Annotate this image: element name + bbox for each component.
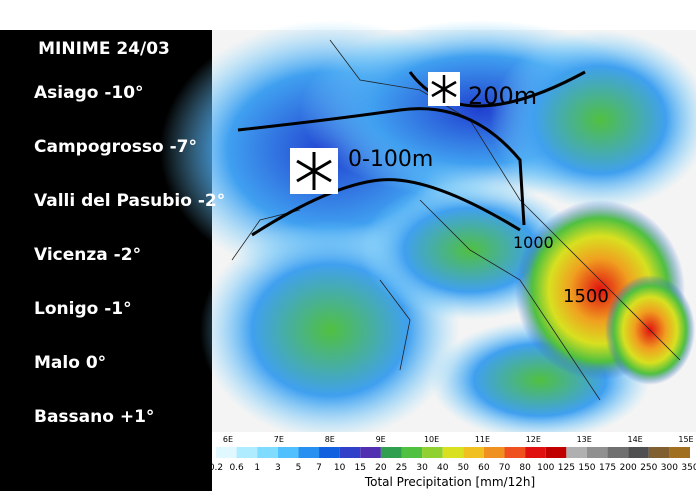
map-annotation: 1000: [513, 233, 554, 252]
map-annotation: 200m: [468, 82, 537, 110]
colorbar-label: 60: [478, 463, 490, 473]
colorbar-segment: [216, 447, 237, 458]
colorbar-label: 200: [620, 463, 637, 473]
colorbar-label: 125: [558, 463, 575, 473]
colorbar-label: 250: [640, 463, 657, 473]
colorbar-label: 70: [499, 463, 511, 473]
colorbar-label: 3: [275, 463, 281, 473]
colorbar-label: 175: [599, 463, 616, 473]
map: [160, 20, 696, 440]
colorbar-segment: [360, 447, 381, 458]
longitude-label: 9E: [376, 435, 386, 444]
longitude-label: 11E: [475, 435, 490, 444]
colorbar-label: 350: [681, 463, 696, 473]
colorbar-segment: [401, 447, 423, 458]
colorbar-segment: [422, 447, 443, 458]
snow-line: [237, 107, 526, 226]
colorbar-segment: [628, 447, 649, 458]
colorbar-segment: [586, 447, 608, 458]
longitude-label: 7E: [274, 435, 284, 444]
colorbar-segment: [236, 447, 258, 458]
colorbar-segment: [545, 447, 567, 458]
longitude-label: 12E: [526, 435, 541, 444]
colorbar-label: 100: [537, 463, 554, 473]
station-temp: Malo 0°: [34, 353, 106, 373]
colorbar-segment: [566, 447, 587, 458]
coastline: [231, 39, 681, 401]
colorbar-label: 1: [254, 463, 260, 473]
longitude-label: 13E: [577, 435, 592, 444]
colorbar-segment: [483, 447, 505, 458]
colorbar-label: 0.2: [209, 463, 223, 473]
map-annotation: 0-100m: [348, 147, 433, 172]
colorbar-label: 80: [519, 463, 531, 473]
station-temp: Campogrosso -7°: [34, 137, 197, 157]
longitude-label: 15E: [678, 435, 693, 444]
station-temp: Vicenza -2°: [34, 245, 141, 265]
colorbar-segment: [257, 447, 278, 458]
colorbar-segment: [648, 447, 670, 458]
map-annotation: 1500: [563, 286, 609, 307]
colorbar-label: 50: [458, 463, 470, 473]
colorbar-label: 25: [396, 463, 407, 473]
colorbar-segment: [442, 447, 464, 458]
snowflake-icon: [431, 75, 457, 103]
colorbar-segment: [525, 447, 546, 458]
snow-line: [408, 70, 586, 108]
panel-title: MINIME 24/03: [38, 39, 170, 59]
colorbar-label: 150: [578, 463, 595, 473]
colorbar-label: 5: [296, 463, 302, 473]
colorbar-segment: [298, 447, 320, 458]
snowflake-icon: [296, 152, 332, 190]
colorbar-segment: [504, 447, 526, 458]
colorbar-label: 7: [316, 463, 322, 473]
colorbar-label: 0.6: [229, 463, 244, 473]
colorbar-segment: [463, 447, 484, 458]
longitude-label: 14E: [627, 435, 642, 444]
station-temp: Valli del Pasubio -2°: [34, 191, 225, 211]
precip-area: [490, 30, 696, 210]
colorbar-segment: [319, 447, 340, 458]
colorbar-label: 10: [334, 463, 346, 473]
colorbar-segment: [339, 447, 361, 458]
longitude-label: 10E: [424, 435, 439, 444]
colorbar-segment: [669, 447, 690, 458]
snow-line: [251, 178, 521, 237]
legend-caption: Total Precipitation [mm/12h]: [364, 475, 535, 489]
colorbar-segment: [607, 447, 629, 458]
longitude-label: 6E: [223, 435, 233, 444]
colorbar-segment: [380, 447, 402, 458]
longitude-label: 8E: [325, 435, 335, 444]
colorbar-segment: [277, 447, 299, 458]
colorbar-label: 15: [355, 463, 366, 473]
colorbar-label: 20: [375, 463, 387, 473]
legend-area: [212, 432, 696, 491]
colorbar-label: 40: [437, 463, 449, 473]
station-temp: Bassano +1°: [34, 407, 154, 427]
station-temp: Lonigo -1°: [34, 299, 132, 319]
station-temp: Asiago -10°: [34, 83, 144, 103]
colorbar-label: 30: [416, 463, 428, 473]
colorbar-label: 300: [661, 463, 678, 473]
